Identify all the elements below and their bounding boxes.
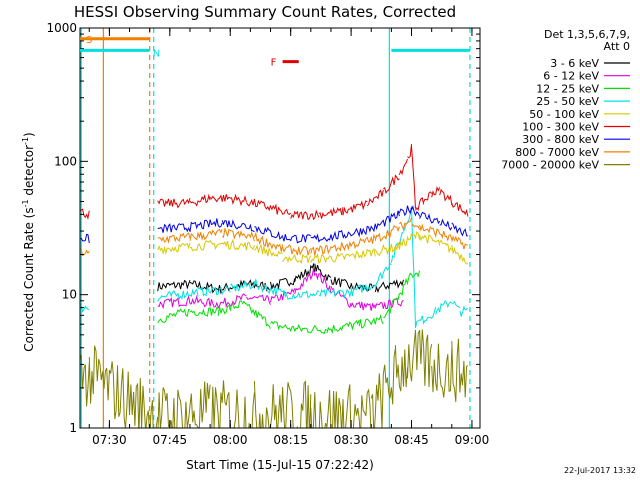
x-axis: 07:30 07:45 08:00 08:15 08:30 08:45 09:00 [88, 28, 490, 447]
legend-label: 300 - 800 keV [522, 133, 599, 146]
series-line [80, 206, 469, 329]
x-tick-label: 08:15 [273, 433, 308, 447]
y-tick-label: 10 [62, 288, 77, 302]
y-axis-label: Corrected Count Rate (s-1 detector-1) [21, 132, 36, 351]
timestamp: 22-Jul-2017 13:32 [564, 466, 636, 475]
series-line [80, 217, 468, 257]
flag-label: N [153, 48, 160, 59]
y-axis-label-part: ) [22, 132, 36, 137]
chart-title: HESSI Observing Summary Count Rates, Cor… [74, 3, 456, 21]
y-tick-label: 1000 [46, 21, 77, 35]
series-line [157, 262, 404, 295]
y-axis-label-part: Corrected Count Rate (s [22, 207, 36, 351]
legend-label: 6 - 12 keV [543, 70, 599, 83]
x-tick-label: 08:30 [334, 433, 369, 447]
legend-label: 50 - 100 keV [529, 108, 599, 121]
plot-frame [79, 27, 481, 429]
x-axis-label: Start Time (15-Jul-15 07:22:42) [186, 458, 374, 472]
x-tick-label: 08:00 [213, 433, 248, 447]
legend-label: 7000 - 20000 keV [501, 159, 599, 172]
legend-header: Det 1,3,5,6,7,9, [544, 28, 630, 41]
y-axis-label-sup: -1 [21, 199, 30, 207]
y-axis-label-part: detector [22, 145, 36, 200]
flag-label: F [271, 58, 277, 69]
y-axis-label-sup: -1 [21, 137, 30, 145]
flag-label: S [86, 35, 92, 46]
legend-label: 100 - 300 keV [522, 121, 599, 134]
legend-label: 12 - 25 keV [536, 82, 599, 95]
plot-area [80, 28, 471, 428]
series-line [80, 329, 469, 428]
legend-label: 3 - 6 keV [550, 57, 599, 70]
legend-label: 25 - 50 keV [536, 95, 599, 108]
series-line [157, 270, 421, 335]
y-axis: 1 10 100 1000 [46, 21, 480, 435]
x-tick-label: 07:30 [92, 433, 127, 447]
legend-subheader: Att 0 [604, 40, 630, 53]
x-tick-label: 08:45 [394, 433, 429, 447]
x-tick-label: 09:00 [455, 433, 490, 447]
y-tick-label: 100 [54, 154, 77, 168]
legend-label: 800 - 7000 keV [515, 146, 599, 159]
series-line [157, 231, 469, 265]
y-tick-label: 1 [69, 421, 77, 435]
x-tick-label: 07:45 [153, 433, 188, 447]
series-line [80, 144, 469, 221]
series-line [80, 205, 469, 244]
